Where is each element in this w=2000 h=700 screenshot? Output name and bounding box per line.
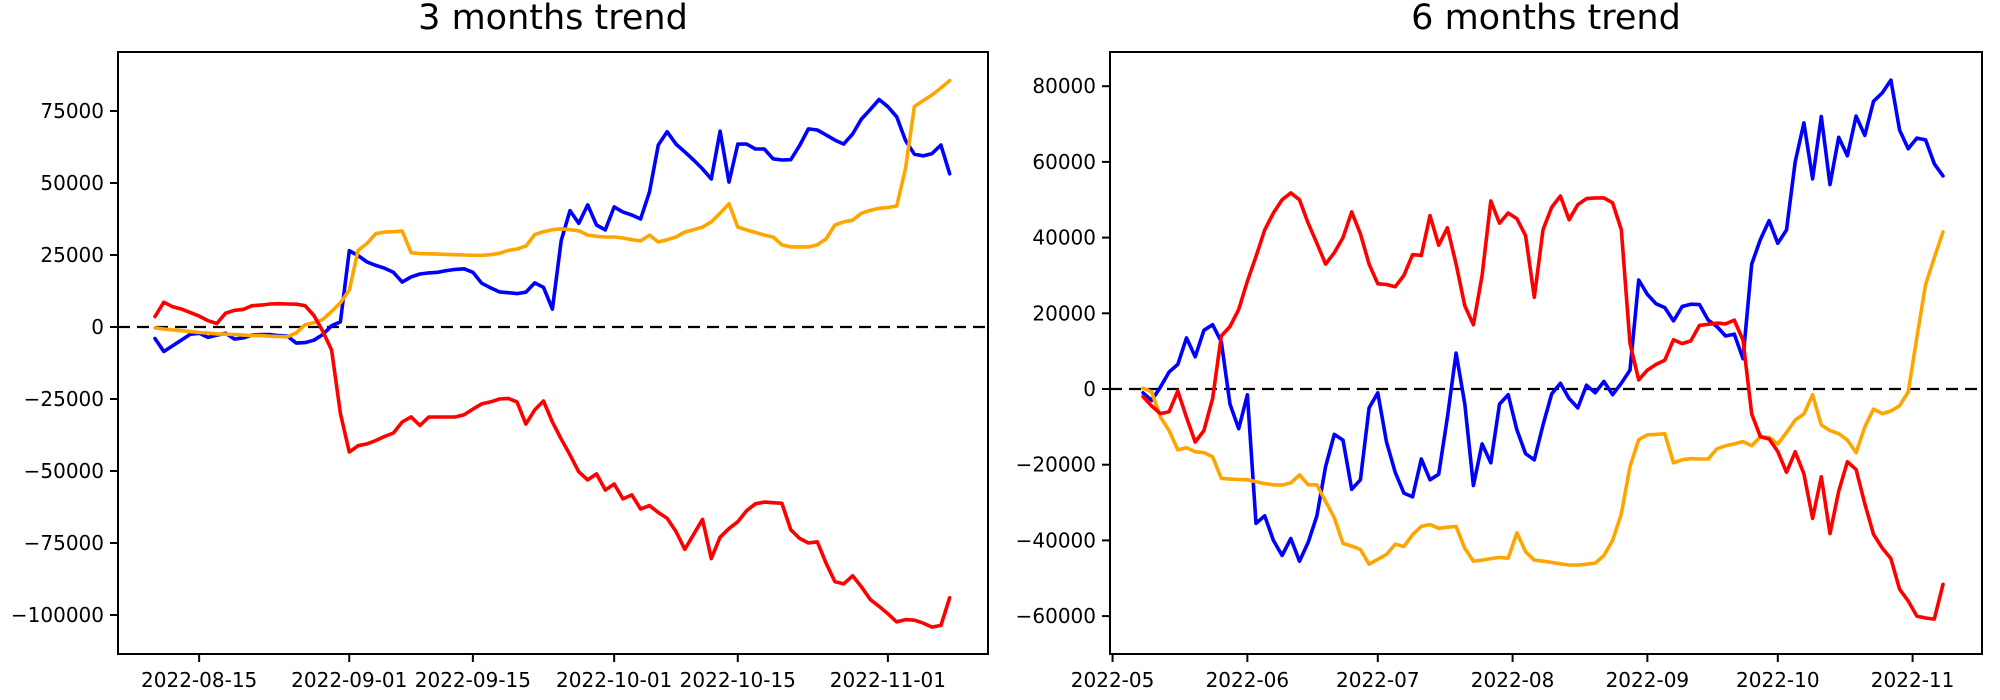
y-tick-label: 20000 bbox=[1032, 301, 1096, 325]
y-tick-label: 60000 bbox=[1032, 150, 1096, 174]
y-tick-label: 50000 bbox=[40, 171, 104, 195]
y-tick-label: −25000 bbox=[24, 387, 104, 411]
x-tick-label: 2022-05 bbox=[1071, 668, 1155, 692]
x-tick-label: 2022-09 bbox=[1606, 668, 1690, 692]
plot-frame bbox=[117, 51, 989, 655]
x-tick-label: 2022-09-01 bbox=[291, 668, 407, 692]
y-tick-label: −100000 bbox=[11, 603, 104, 627]
y-tick-label: −75000 bbox=[24, 531, 104, 555]
series-line-blue bbox=[153, 97, 952, 354]
series-line-orange bbox=[153, 78, 952, 339]
x-tick-label: 2022-08-15 bbox=[141, 668, 257, 692]
x-tick-label: 2022-11-01 bbox=[830, 668, 946, 692]
chart-title-3-months: 3 months trend bbox=[418, 0, 688, 38]
series-line-red bbox=[1141, 191, 1945, 621]
chart-title-6-months: 6 months trend bbox=[1411, 0, 1681, 38]
plot-frame bbox=[1109, 51, 1983, 655]
y-tick-label: −50000 bbox=[24, 459, 104, 483]
series-line-red bbox=[153, 300, 952, 629]
x-tick-label: 2022-11 bbox=[1871, 668, 1955, 692]
y-tick-label: 25000 bbox=[40, 243, 104, 267]
x-tick-label: 2022-06 bbox=[1206, 668, 1290, 692]
y-tick-label: 75000 bbox=[40, 99, 104, 123]
series-line-blue bbox=[1141, 78, 1945, 564]
x-tick-label: 2022-09-15 bbox=[415, 668, 531, 692]
y-tick-label: 0 bbox=[91, 315, 104, 339]
y-tick-label: 40000 bbox=[1032, 226, 1096, 250]
x-tick-label: 2022-07 bbox=[1336, 668, 1420, 692]
chart-6-months: 80000 60000 40000 20000 0 −20000 −40000 −60000 2… bbox=[1016, 51, 1983, 692]
y-tick-label: −40000 bbox=[1016, 528, 1096, 552]
y-tick-label: 80000 bbox=[1032, 74, 1096, 98]
y-tick-label: 0 bbox=[1083, 377, 1096, 401]
y-tick-label: −60000 bbox=[1016, 604, 1096, 628]
x-tick-label: 2022-10 bbox=[1736, 668, 1820, 692]
series-line-orange bbox=[1141, 230, 1945, 567]
x-tick-label: 2022-10-15 bbox=[680, 668, 796, 692]
x-tick-label: 2022-10-01 bbox=[556, 668, 672, 692]
x-tick-label: 2022-08 bbox=[1471, 668, 1555, 692]
chart-3-months: 75000 50000 25000 0 −25000 −50000 −75000 −10000… bbox=[11, 51, 989, 692]
y-tick-label: −20000 bbox=[1016, 453, 1096, 477]
